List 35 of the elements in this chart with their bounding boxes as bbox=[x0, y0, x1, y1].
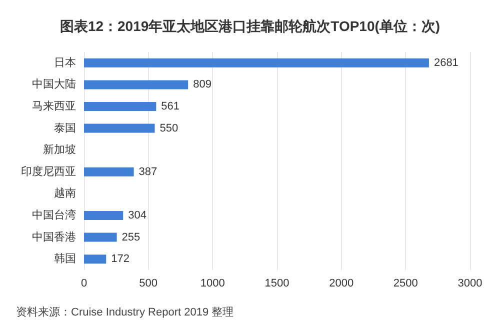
data-label: 255 bbox=[122, 231, 140, 244]
bar bbox=[84, 254, 106, 264]
data-label: 387 bbox=[138, 166, 158, 178]
y-tick-label: 中国大陆 bbox=[32, 78, 76, 91]
data-label: 2681 bbox=[434, 56, 458, 69]
y-tick-label: 中国台湾 bbox=[32, 208, 76, 222]
y-tick-label: 日本 bbox=[54, 56, 76, 69]
y-tick-label: 越南 bbox=[54, 186, 76, 200]
x-tick-label: 1000 bbox=[200, 278, 225, 290]
y-tick-label: 韩国 bbox=[54, 252, 76, 266]
x-tick-label: 0 bbox=[80, 278, 88, 290]
data-label: 172 bbox=[111, 253, 130, 266]
text: 资料来源：Cruise Industry Report 2019 整理 bbox=[16, 306, 234, 318]
bar bbox=[84, 102, 156, 111]
x-tick-label: 2500 bbox=[393, 278, 418, 290]
x-tick-label: 500 bbox=[139, 278, 158, 290]
y-tick-label: 马来西亚 bbox=[32, 100, 76, 112]
chart-title: 图表12：2019年亚太地区港口挂靠邮轮航次TOP10(单位：次) bbox=[60, 18, 440, 34]
bar bbox=[84, 80, 188, 90]
y-tick-label: 印度尼西亚 bbox=[21, 164, 76, 178]
y-tick-label: 泰国 bbox=[54, 122, 76, 134]
bar bbox=[84, 167, 134, 176]
data-label: 304 bbox=[128, 210, 146, 222]
bar bbox=[84, 124, 155, 133]
data-label: 561 bbox=[161, 100, 180, 112]
bar bbox=[84, 58, 429, 68]
data-label: 809 bbox=[193, 78, 212, 91]
x-tick-label: 2000 bbox=[329, 278, 354, 290]
x-tick-label: 3000 bbox=[458, 278, 482, 290]
y-tick-label: 新加坡 bbox=[43, 143, 76, 156]
data-label: 550 bbox=[160, 122, 178, 134]
y-tick-label: 中国香港 bbox=[32, 230, 76, 244]
bar bbox=[84, 232, 117, 242]
x-tick-label: 1500 bbox=[264, 278, 290, 290]
bar bbox=[84, 211, 124, 220]
